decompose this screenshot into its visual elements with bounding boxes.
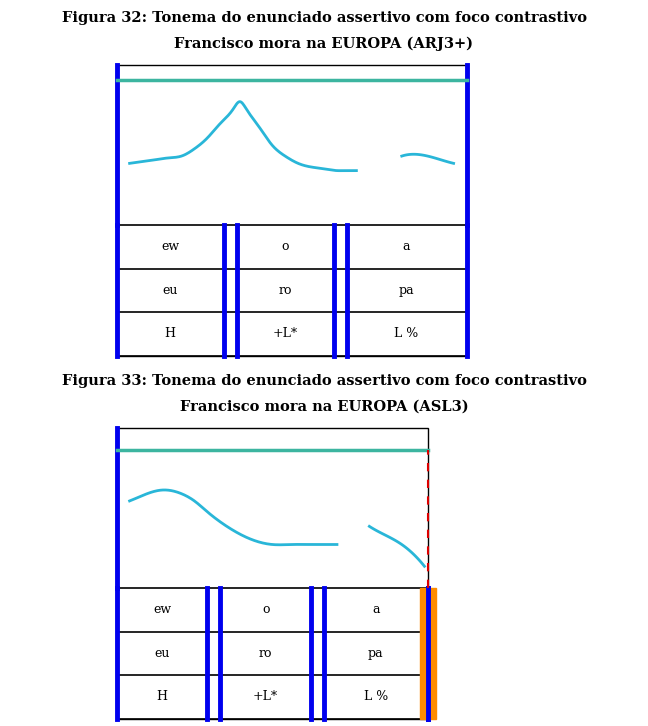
Text: +L*: +L* <box>273 327 297 340</box>
Bar <box>117 428 428 719</box>
Text: Francisco mora na EUROPA (ASL3): Francisco mora na EUROPA (ASL3) <box>179 399 469 413</box>
Text: Francisco mora na EUROPA (ARJ3+): Francisco mora na EUROPA (ARJ3+) <box>174 36 474 51</box>
Text: pa: pa <box>368 647 384 660</box>
Text: ew: ew <box>161 240 179 253</box>
Text: L %: L % <box>364 690 388 703</box>
Text: Figura 32: Tonema do enunciado assertivo com foco contrastivo: Figura 32: Tonema do enunciado assertivo… <box>62 11 586 25</box>
Text: o: o <box>281 240 289 253</box>
Text: eu: eu <box>163 284 178 297</box>
Text: a: a <box>372 603 380 616</box>
Text: eu: eu <box>154 647 170 660</box>
Text: ro: ro <box>259 647 272 660</box>
Text: ew: ew <box>153 603 171 616</box>
Text: o: o <box>262 603 270 616</box>
Text: L %: L % <box>395 327 419 340</box>
Bar <box>117 65 467 356</box>
Text: +L*: +L* <box>253 690 278 703</box>
Bar <box>420 588 435 719</box>
Text: ro: ro <box>279 284 292 297</box>
Text: a: a <box>403 240 410 253</box>
Text: Figura 33: Tonema do enunciado assertivo com foco contrastivo: Figura 33: Tonema do enunciado assertivo… <box>62 374 586 388</box>
Text: H: H <box>165 327 176 340</box>
Text: pa: pa <box>399 284 415 297</box>
Text: H: H <box>157 690 167 703</box>
